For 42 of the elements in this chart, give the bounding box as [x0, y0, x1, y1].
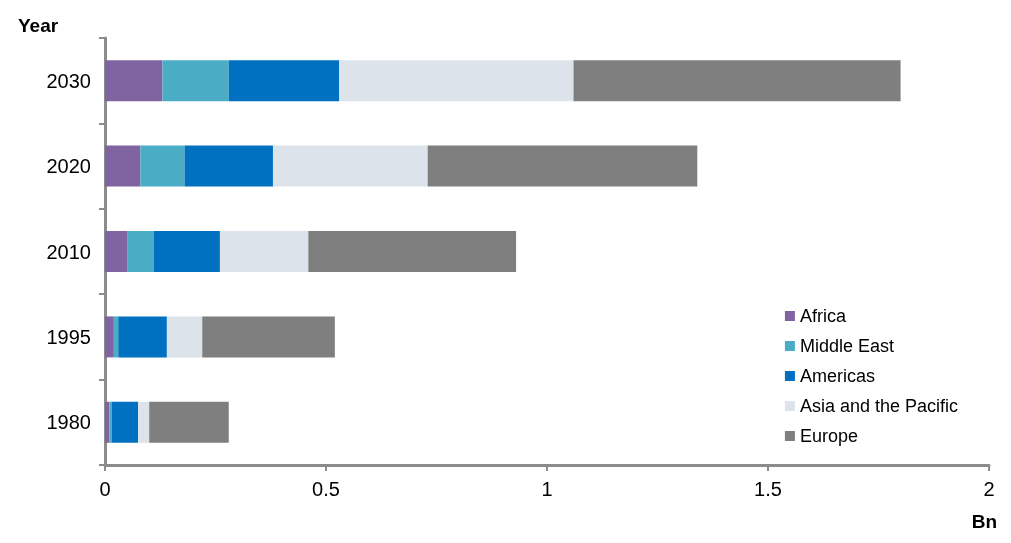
x-tick-label: 1.5: [754, 478, 782, 500]
legend-label: Europe: [799, 426, 858, 446]
y-tick-label: 2010: [46, 240, 91, 263]
x-tick-label: 0.5: [312, 478, 340, 500]
bar: [111, 401, 139, 443]
legend-label: Africa: [799, 306, 847, 326]
bar: [166, 316, 203, 358]
y-axis-title: Year: [18, 15, 59, 36]
bar: [272, 145, 428, 187]
bar: [339, 60, 574, 102]
bar: [118, 316, 167, 358]
bar: [427, 145, 698, 187]
x-axis-title: Bn: [971, 511, 997, 532]
bar: [140, 145, 185, 187]
legend-label: Americas: [799, 366, 875, 386]
bar: [105, 316, 114, 358]
bar: [138, 401, 150, 443]
bar: [153, 231, 220, 272]
x-tick-label: 0: [99, 478, 111, 500]
bar: [149, 401, 229, 443]
bar: [219, 231, 309, 272]
bar: [162, 60, 229, 102]
y-tick-label: 1995: [46, 325, 91, 348]
bar: [105, 401, 110, 443]
y-tick-label: 1980: [46, 411, 91, 434]
legend-label: Asia and the Pacific: [799, 396, 958, 416]
y-tick-label: 2030: [46, 69, 91, 92]
y-tick-label: 2020: [46, 155, 91, 178]
bar: [105, 60, 163, 102]
bar: [228, 60, 340, 102]
bar: [105, 145, 141, 187]
bar: [105, 231, 128, 272]
bar: [127, 231, 154, 272]
legend-label: Middle East: [799, 336, 894, 356]
x-tick-label: 1: [541, 478, 553, 500]
bar: [113, 316, 119, 358]
x-tick-label: 2: [983, 478, 995, 500]
bar: [308, 231, 517, 272]
bar: [184, 145, 273, 187]
bar: [573, 60, 901, 102]
bar: [109, 401, 112, 443]
bar: [202, 316, 335, 358]
